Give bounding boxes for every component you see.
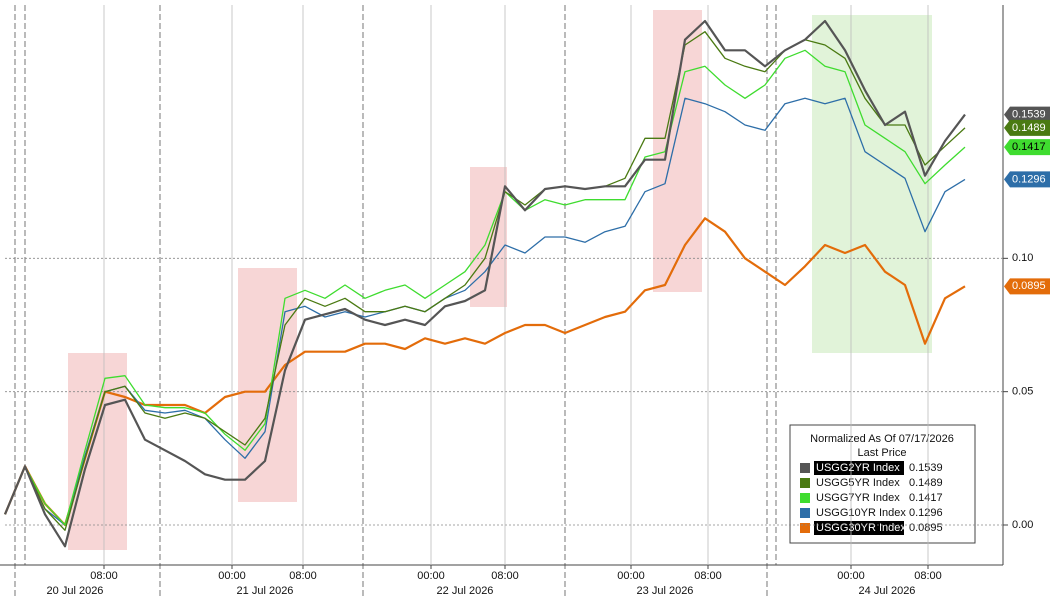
legend-value: 0.1539 (909, 462, 943, 474)
x-tick-label: 00:00 (218, 570, 246, 582)
value-tag (1004, 278, 1050, 295)
highlight (238, 268, 297, 502)
highlight (812, 15, 932, 353)
legend-label: USGG7YR Index (816, 492, 900, 504)
series-line (3, 19, 966, 548)
x-group-label: 23 Jul 2026 (637, 585, 694, 597)
x-group-label: 24 Jul 2026 (859, 585, 916, 597)
x-tick-label: 08:00 (289, 570, 317, 582)
highlight (653, 10, 702, 292)
value-tag-label: 0.1489 (1012, 122, 1046, 134)
legend-label: USGG5YR Index (816, 477, 900, 489)
legend-value: 0.1489 (909, 477, 943, 489)
legend-swatch (800, 523, 810, 533)
x-tick-label: 08:00 (491, 570, 519, 582)
x-tick-label: 08:00 (90, 570, 118, 582)
value-tag (1004, 171, 1050, 188)
value-tag (1004, 119, 1050, 136)
legend-label: USGG30YR Index (816, 522, 906, 534)
legend-value: 0.1417 (909, 492, 943, 504)
value-tag-label: 0.1417 (1012, 141, 1046, 153)
value-tag-label: 0.0895 (1012, 280, 1046, 292)
day-separators (14, 5, 777, 598)
legend-subtitle: Last Price (858, 447, 907, 459)
series-line (4, 49, 966, 526)
x-tick-label: 00:00 (837, 570, 865, 582)
y-tick-label: 0.10 (1012, 252, 1033, 264)
x-tick-label: 08:00 (694, 570, 722, 582)
x-group-label: 22 Jul 2026 (437, 585, 494, 597)
y-tick-label: 0.00 (1012, 519, 1033, 531)
legend-swatch (800, 508, 810, 518)
legend-swatch (800, 493, 810, 503)
highlights (68, 10, 932, 550)
value-tag-label: 0.1296 (1012, 173, 1046, 185)
legend-label: USGG2YR Index (816, 462, 900, 474)
legend-value: 0.0895 (909, 522, 943, 534)
x-group-label: 20 Jul 2026 (47, 585, 104, 597)
highlight (68, 353, 127, 550)
value-tag (1004, 139, 1050, 156)
legend-swatch (800, 478, 810, 488)
series-line (4, 97, 966, 526)
series-line (3, 217, 966, 527)
y-tick-label: 0.05 (1012, 386, 1033, 398)
value-tag-label: 0.1539 (1012, 109, 1046, 121)
value-tag (1004, 106, 1050, 123)
legend-swatch (800, 463, 810, 473)
x-tick-label: 00:00 (617, 570, 645, 582)
legend-value: 0.1296 (909, 507, 943, 519)
legend-title: Normalized As Of 07/17/2026 (810, 433, 954, 445)
x-group-label: 21 Jul 2026 (237, 585, 294, 597)
x-tick-label: 08:00 (914, 570, 942, 582)
legend-label: USGG10YR Index (816, 507, 906, 519)
legend-highlight (814, 521, 904, 535)
legend-highlight (814, 461, 904, 475)
x-tick-label: 00:00 (417, 570, 445, 582)
